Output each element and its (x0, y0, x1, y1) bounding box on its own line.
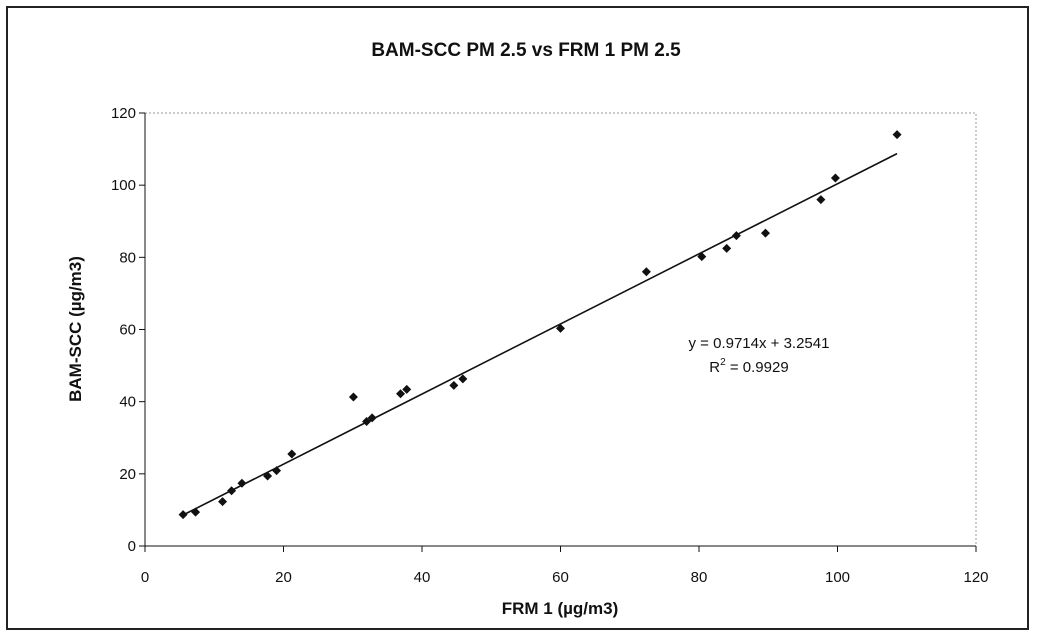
y-tick-label: 40 (119, 394, 136, 411)
data-point (449, 380, 459, 390)
trendline-equation: y = 0.9714x + 3.2541 (689, 335, 830, 352)
x-axis-label: FRM 1 (µg/m3) (502, 599, 619, 618)
x-tick-label: 60 (552, 569, 569, 586)
data-point (178, 510, 188, 520)
y-tick-label: 80 (119, 249, 136, 266)
data-point (556, 323, 565, 333)
y-axis: 0 20 40 60 80 100 120 (111, 105, 146, 555)
data-point (348, 392, 358, 402)
y-tick-label: 120 (111, 105, 136, 122)
r-squared-superscript: 2 (720, 357, 726, 368)
y-tick-label: 100 (111, 177, 136, 194)
data-point (402, 384, 412, 394)
x-tick-label: 40 (414, 569, 431, 586)
data-point (218, 497, 228, 507)
data-point (722, 243, 732, 253)
trendline (182, 152, 898, 516)
data-point (362, 417, 372, 427)
data-point (191, 507, 201, 517)
data-point (287, 449, 297, 459)
r-squared-prefix: R (709, 359, 720, 376)
y-tick-label: 20 (119, 466, 136, 483)
y-tick-label: 0 (128, 538, 136, 555)
r-squared-value: = 0.9929 (726, 359, 789, 376)
data-point (892, 130, 902, 140)
data-point (458, 374, 468, 384)
x-tick-label: 80 (691, 569, 708, 586)
y-tick-label: 60 (119, 322, 136, 339)
x-tick-label: 20 (275, 569, 292, 586)
data-point (641, 267, 651, 277)
data-points (178, 130, 902, 520)
data-point (731, 231, 741, 241)
x-axis: 0 20 40 60 80 100 120 (141, 545, 989, 586)
data-point (697, 252, 707, 262)
data-point (367, 413, 377, 423)
y-axis-label: BAM-SCC (µg/m3) (66, 256, 85, 402)
data-point (237, 478, 247, 488)
x-tick-label: 0 (141, 569, 149, 586)
data-point (396, 389, 406, 399)
chart-title: BAM-SCC PM 2.5 vs FRM 1 PM 2.5 (371, 40, 681, 61)
data-point (816, 195, 826, 205)
data-point (227, 486, 237, 496)
r-squared-label: R2 = 0.9929 (709, 357, 788, 376)
data-point (830, 173, 840, 183)
data-point (263, 471, 273, 481)
data-point (760, 228, 770, 238)
x-tick-label: 120 (963, 569, 988, 586)
trendline-line (182, 152, 898, 516)
x-tick-label: 100 (825, 569, 850, 586)
data-point (272, 466, 282, 476)
